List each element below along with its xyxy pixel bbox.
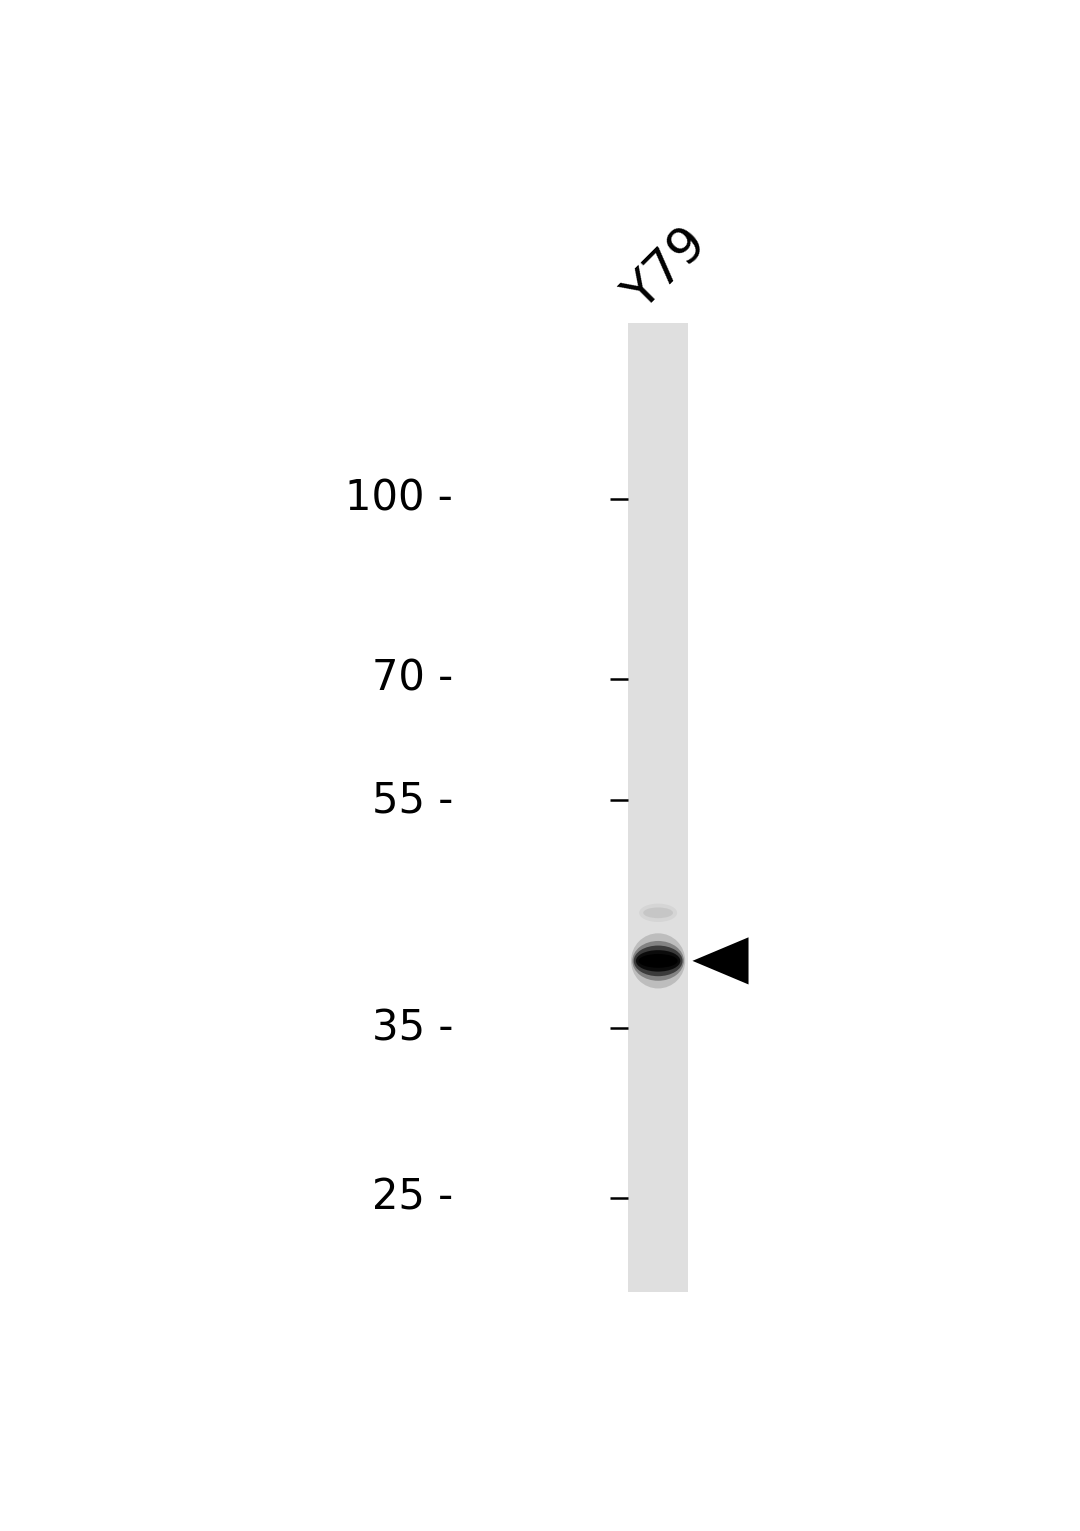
Ellipse shape (636, 951, 680, 972)
Bar (627, 1242, 688, 1255)
Ellipse shape (633, 942, 684, 981)
Bar (627, 1121, 688, 1134)
Bar (627, 479, 688, 495)
Bar (627, 491, 688, 507)
Bar (627, 926, 688, 942)
Text: 70 -: 70 - (372, 658, 454, 700)
Bar (627, 879, 688, 893)
Ellipse shape (631, 934, 685, 989)
Bar (627, 1205, 688, 1219)
Bar (627, 1156, 688, 1171)
Bar (627, 637, 688, 651)
Bar (627, 795, 688, 808)
Bar (627, 698, 688, 712)
Ellipse shape (638, 954, 677, 968)
Bar (627, 1265, 688, 1280)
Bar (627, 1254, 688, 1268)
Bar (627, 1277, 688, 1292)
Polygon shape (692, 937, 748, 984)
Bar (627, 916, 688, 929)
Bar (627, 807, 688, 821)
Bar (627, 1024, 688, 1038)
Bar (627, 1217, 688, 1231)
Bar (627, 1047, 688, 1063)
Bar (627, 1012, 688, 1026)
Ellipse shape (639, 903, 677, 922)
Bar (627, 516, 688, 531)
Bar (627, 854, 688, 870)
Bar (627, 1000, 688, 1014)
Bar (627, 456, 688, 470)
Bar (627, 444, 688, 458)
Bar (627, 782, 688, 796)
Bar (627, 939, 688, 954)
Bar (627, 1108, 688, 1122)
Bar (627, 758, 688, 772)
Bar (627, 733, 688, 749)
Bar (627, 540, 688, 554)
Bar (627, 625, 688, 640)
Bar (627, 577, 688, 591)
Bar (627, 383, 688, 398)
Bar (627, 987, 688, 1001)
Bar (627, 1059, 688, 1075)
Bar (627, 565, 688, 579)
Ellipse shape (644, 908, 673, 919)
Bar (627, 1168, 688, 1183)
Bar (627, 407, 688, 423)
Text: 35 -: 35 - (372, 1007, 454, 1049)
Bar (627, 612, 688, 628)
Bar (627, 528, 688, 542)
Text: 100 -: 100 - (346, 478, 454, 519)
Bar (627, 891, 688, 905)
Bar (627, 721, 688, 736)
Bar (627, 419, 688, 433)
Bar (627, 674, 688, 687)
Text: Y79: Y79 (616, 219, 716, 320)
Bar (627, 1072, 688, 1087)
Bar (627, 360, 688, 374)
Text: 55 -: 55 - (372, 779, 454, 821)
Bar (627, 1096, 688, 1110)
Bar (627, 686, 688, 700)
Bar (627, 867, 688, 880)
Bar (627, 649, 688, 663)
Bar (627, 335, 688, 349)
Text: 25 -: 25 - (372, 1177, 454, 1219)
Bar (627, 830, 688, 845)
Bar (627, 709, 688, 724)
Bar (627, 661, 688, 675)
Bar (627, 903, 688, 917)
Bar (627, 842, 688, 857)
Bar (627, 432, 688, 446)
Bar (627, 504, 688, 519)
Bar (627, 963, 688, 978)
Bar (627, 1036, 688, 1050)
Bar (627, 1229, 688, 1243)
Bar (627, 371, 688, 386)
Bar (627, 818, 688, 833)
Bar (627, 395, 688, 410)
Bar (627, 975, 688, 989)
Bar (627, 770, 688, 784)
Bar (627, 348, 688, 361)
Bar (627, 600, 688, 615)
Ellipse shape (634, 946, 683, 977)
Bar (627, 588, 688, 603)
Bar (627, 1133, 688, 1147)
Bar (627, 1084, 688, 1099)
Bar (627, 1180, 688, 1196)
Bar (627, 1193, 688, 1208)
Bar (627, 746, 688, 761)
Bar (627, 553, 688, 566)
Bar (627, 468, 688, 482)
Bar (627, 951, 688, 966)
Bar (627, 1145, 688, 1159)
Bar (627, 323, 688, 337)
